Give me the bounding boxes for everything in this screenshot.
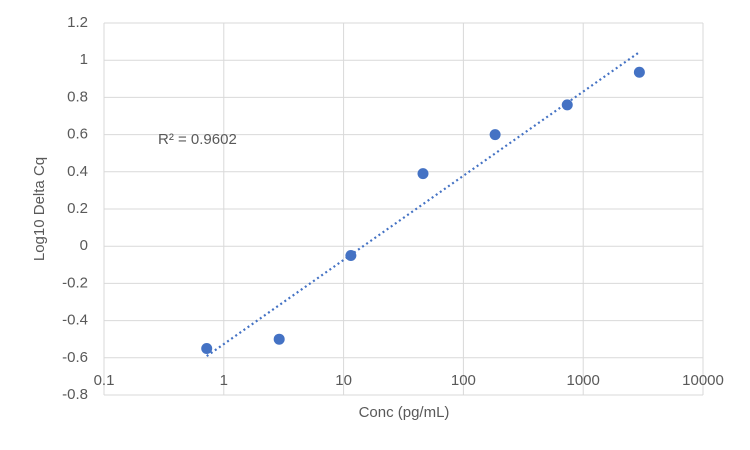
x-tick-label: 100 xyxy=(451,372,476,389)
y-tick-label: -0.8 xyxy=(62,386,88,403)
point xyxy=(561,99,573,111)
y-tick-label: 0.6 xyxy=(67,126,88,143)
point xyxy=(633,66,645,78)
point xyxy=(489,129,501,141)
point xyxy=(417,168,429,180)
y-tick-label: 0 xyxy=(80,237,88,254)
y-tick-label: 0.2 xyxy=(67,200,88,217)
y-tick-label: -0.2 xyxy=(62,274,88,291)
y-tick-label: 0.4 xyxy=(67,163,88,180)
x-tick-label: 1 xyxy=(220,372,228,389)
x-tick-label: 10 xyxy=(335,372,352,389)
x-tick-label: 10000 xyxy=(682,372,724,389)
x-axis-title: Conc (pg/mL) xyxy=(359,404,450,421)
y-tick-label: 0.8 xyxy=(67,88,88,105)
point xyxy=(201,343,213,354)
y-tick-label: 1.2 xyxy=(67,14,88,31)
y-tick-label: -0.6 xyxy=(62,349,88,366)
annotation: R² = 0.9602 xyxy=(158,131,237,148)
point xyxy=(273,333,285,345)
point xyxy=(345,250,357,261)
y-axis-title: Log10 Delta Cq xyxy=(31,157,48,261)
x-tick-label: 1000 xyxy=(567,372,600,389)
x-tick-label: 0.1 xyxy=(94,372,115,389)
y-tick-label: 1 xyxy=(80,51,88,68)
y-tick-label: -0.4 xyxy=(62,312,88,329)
